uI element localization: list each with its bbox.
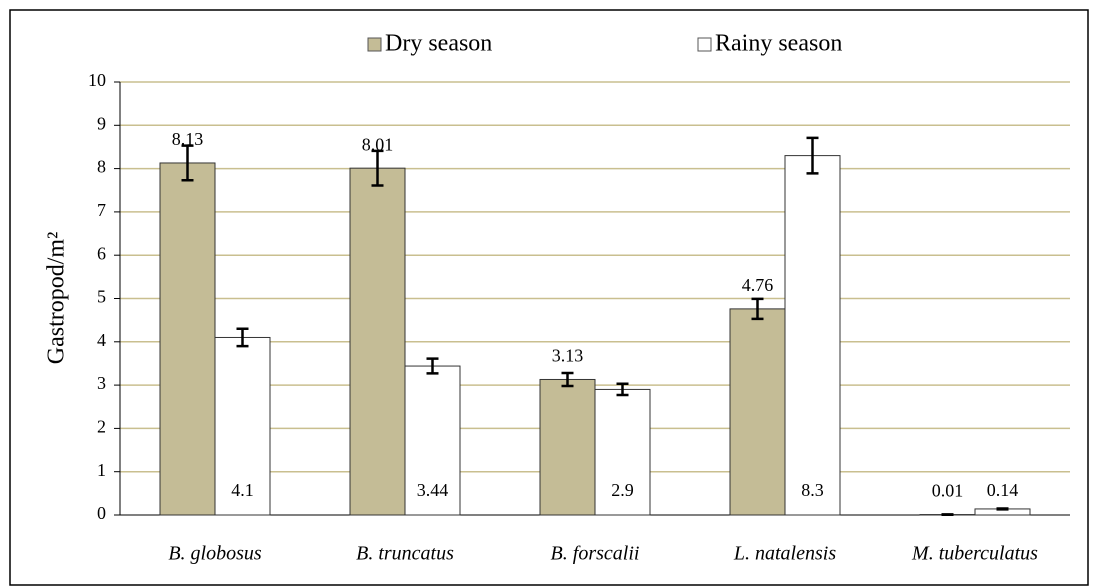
value-label: 4.76 <box>742 275 774 295</box>
x-tick-label: B. forscalii <box>551 543 640 565</box>
bar <box>349 167 406 516</box>
y-tick-label: 0 <box>97 503 106 523</box>
error-bar <box>561 371 574 388</box>
legend-label: Rainy season <box>715 31 842 57</box>
value-label: 8.13 <box>172 129 204 149</box>
value-label: 4.1 <box>231 480 254 500</box>
y-tick-label: 9 <box>97 113 106 133</box>
legend-label: Dry season <box>385 31 492 57</box>
y-tick-label: 8 <box>97 157 106 177</box>
legend-swatch <box>367 37 382 52</box>
value-label: 8.01 <box>362 134 394 154</box>
y-tick-label: 4 <box>97 330 106 350</box>
bar <box>214 336 271 516</box>
x-tick-label: B. globosus <box>168 543 262 565</box>
value-label: 2.9 <box>611 480 634 500</box>
bar <box>729 308 786 516</box>
error-bar <box>371 149 384 187</box>
error-bar <box>426 357 439 375</box>
value-label: 3.13 <box>552 346 584 366</box>
y-tick-label: 7 <box>97 200 106 220</box>
bar <box>784 155 841 516</box>
value-label: 3.44 <box>417 480 449 500</box>
error-bar <box>806 136 819 175</box>
x-tick-label: M. tuberculatus <box>911 543 1038 565</box>
y-tick-label: 3 <box>97 373 106 393</box>
y-tick-label: 10 <box>88 70 106 90</box>
legend-swatch <box>697 37 712 52</box>
bar <box>539 378 596 516</box>
error-bar <box>236 327 249 348</box>
y-axis-label: Gastropod/m² <box>44 232 70 365</box>
y-tick-label: 5 <box>97 287 106 307</box>
value-label: 8.3 <box>801 480 824 500</box>
value-label: 0.14 <box>987 480 1019 500</box>
error-bar <box>181 144 194 182</box>
error-bar <box>996 507 1009 511</box>
bar <box>404 365 461 516</box>
y-tick-label: 2 <box>97 417 106 437</box>
x-tick-label: L. natalensis <box>733 543 836 565</box>
value-label: 0.01 <box>932 481 964 501</box>
y-tick-label: 1 <box>97 460 106 480</box>
error-bar <box>751 297 764 321</box>
x-tick-label: B. truncatus <box>356 543 454 565</box>
bar <box>594 388 651 516</box>
y-tick-label: 6 <box>97 243 106 263</box>
bar <box>159 162 216 516</box>
error-bar <box>616 382 629 397</box>
